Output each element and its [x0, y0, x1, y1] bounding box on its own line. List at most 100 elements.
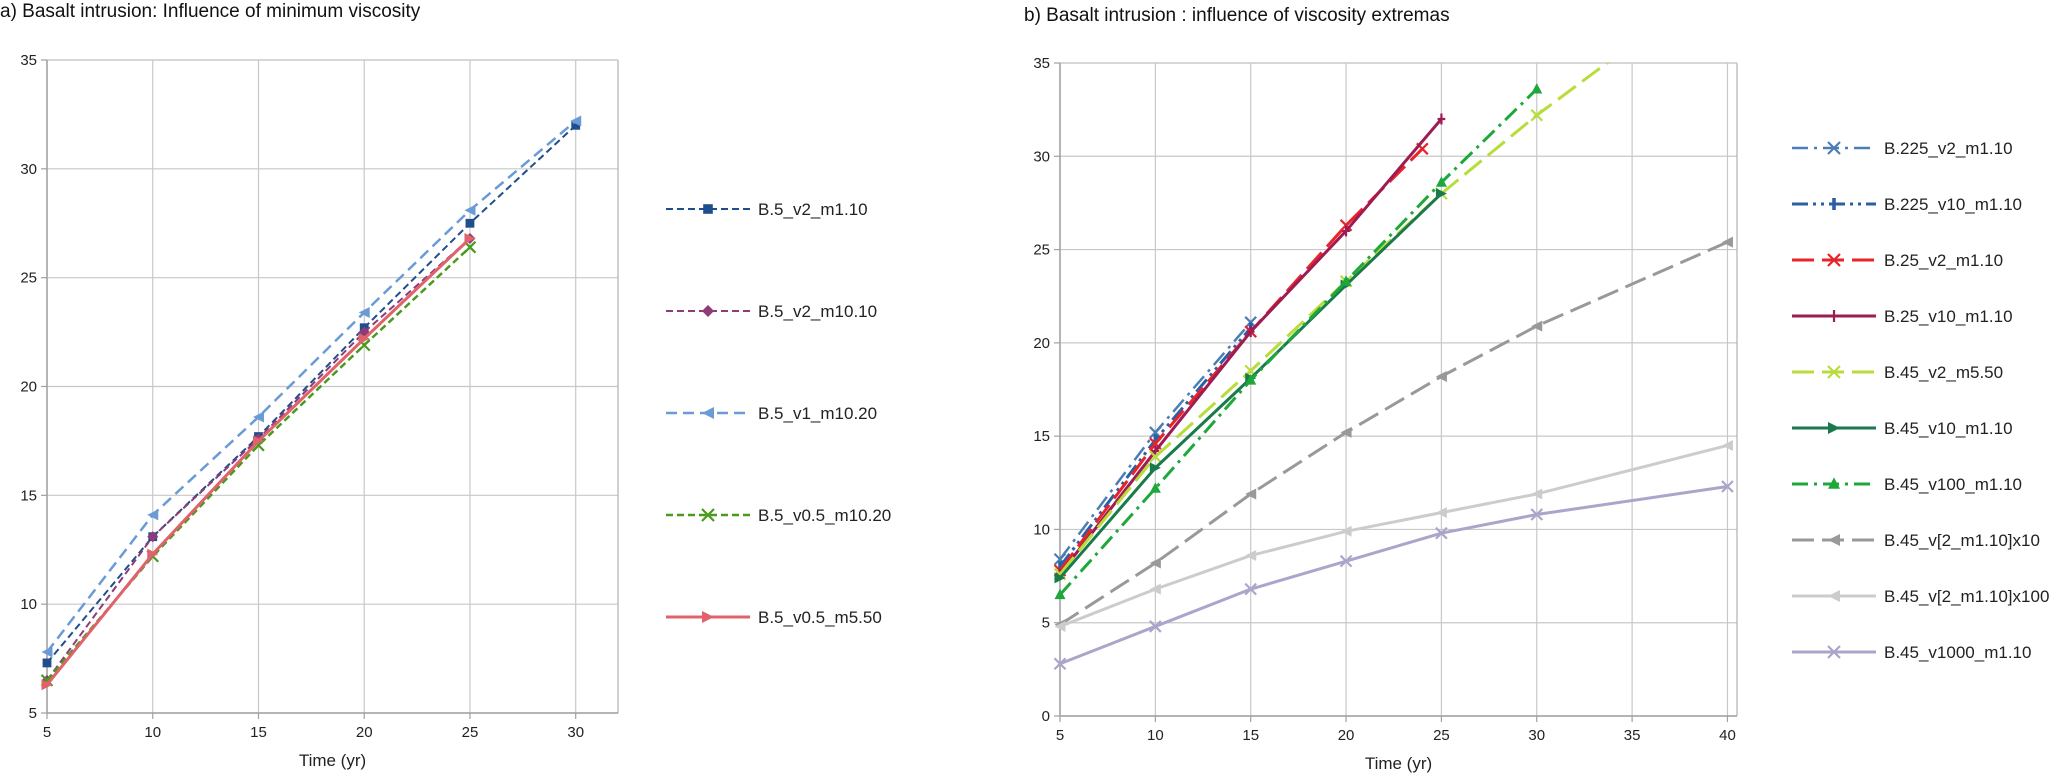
data-point-b-25-v10-m1-10 [1342, 225, 1350, 237]
data-point-b-5-v0-5-m5-50 [464, 232, 476, 244]
y-tick-label: 25 [1033, 242, 1050, 259]
data-point-b-225-v10-m1-10 [1153, 434, 1158, 446]
legend-swatch-marker [702, 611, 714, 623]
legend-label: B.45_v100_m1.10 [1884, 475, 2022, 494]
legend-swatch-marker [1828, 534, 1840, 546]
legend-label: B.5_v2_m1.10 [758, 200, 868, 219]
series-line-b-5-v1-m10-20 [46, 119, 577, 653]
legend-item-b-45-v-2-m1-10-x100: B.45_v[2_m1.10]x100 [1792, 587, 2049, 606]
series-b-5-v0-5-m5-50 [41, 232, 476, 691]
data-point-b-45-v-2-m1-10-x10 [1340, 426, 1352, 438]
legend-item-b-45-v10-m1-10: B.45_v10_m1.10 [1792, 419, 2013, 438]
data-point-b-45-v10-m1-10 [1435, 188, 1447, 200]
data-point-b-45-v100-m1-10 [1340, 275, 1352, 286]
data-point-b-45-v-2-m1-10-x10 [1149, 557, 1161, 569]
x-axis-label: Time (yr) [299, 751, 366, 770]
x-tick-label: 20 [1338, 727, 1355, 744]
legend-item-b-5-v0-5-m5-50: B.5_v0.5_m5.50 [666, 608, 882, 627]
legend: B.225_v2_m1.10 B.225_v10_m1.10 B.25_v2_m1.… [1792, 139, 2049, 662]
x-tick-label: 10 [144, 724, 161, 741]
chart-b-title: b) Basalt intrusion : influence of visco… [1024, 5, 1450, 26]
data-point-b-25-v10-m1-10 [1437, 113, 1446, 125]
y-tick-label: 35 [1033, 55, 1050, 72]
legend: B.5_v2_m1.10 B.5_v2_m10.10 B.5_v1_m10.20 B.… [666, 200, 891, 627]
data-point-b-45-v1000-m1-10 [1053, 657, 1067, 671]
legend-label: B.5_v0.5_m5.50 [758, 608, 882, 627]
data-point-b-45-v1000-m1-10 [1244, 582, 1257, 596]
data-point-b-5-v2-m1-10 [465, 218, 475, 228]
series-b-45-v1000-m1-10 [1053, 480, 1734, 671]
legend-item-b-225-v2-m1-10: B.225_v2_m1.10 [1792, 139, 2013, 158]
series-line-b-25-v2-m1-10 [1058, 147, 1424, 572]
x-axis-label: Time (yr) [1365, 754, 1432, 773]
data-point-b-45-v1000-m1-10 [1721, 480, 1734, 493]
data-point-b-5-v1-m10-20 [252, 411, 264, 423]
series-line-b-5-v0-5-m10-20 [46, 246, 471, 682]
legend-item-b-225-v10-m1-10: B.225_v10_m1.10 [1792, 195, 2022, 214]
chart-a: a) Basalt intrusion: Influence of minimu… [0, 1, 891, 770]
legend-swatch-marker [701, 508, 715, 522]
data-point-b-45-v-2-m1-10-x100 [1149, 583, 1161, 595]
data-point-b-5-v1-m10-20 [147, 509, 159, 521]
data-point-b-45-v10-m1-10 [1054, 572, 1066, 584]
y-tick-label: 30 [20, 161, 37, 178]
legend-label: B.5_v2_m10.10 [758, 302, 877, 321]
legend-swatch-marker [702, 407, 714, 419]
y-tick-label: 20 [1033, 335, 1050, 352]
data-point-b-5-v0-5-m5-50 [41, 679, 53, 691]
legend-label: B.225_v2_m1.10 [1884, 139, 2013, 158]
data-point-b-25-v10-m1-10 [1246, 326, 1255, 338]
legend-item-b-25-v10-m1-10: B.25_v10_m1.10 [1792, 307, 2013, 326]
legend-swatch-marker [1828, 590, 1840, 602]
legend-swatch-marker [1827, 141, 1841, 155]
series-line-b-45-v1000-m1-10 [1059, 485, 1728, 666]
y-tick-label: 20 [20, 379, 37, 396]
data-point-b-5-v1-m10-20 [464, 204, 476, 216]
legend-item-b-45-v-2-m1-10-x10: B.45_v[2_m1.10]x10 [1792, 531, 2040, 550]
x-tick-label: 15 [250, 724, 267, 741]
legend-item-b-5-v1-m10-20: B.5_v1_m10.20 [666, 404, 877, 423]
data-point-b-5-v1-m10-20 [570, 115, 582, 127]
data-point-b-45-v2-m5-50 [1530, 108, 1544, 122]
y-tick-label: 30 [1033, 148, 1050, 165]
data-point-b-45-v-2-m1-10-x10 [1721, 236, 1733, 248]
legend-item-b-5-v2-m1-10: B.5_v2_m1.10 [666, 200, 868, 219]
legend-label: B.5_v0.5_m10.20 [758, 506, 891, 525]
data-point-b-5-v1-m10-20 [358, 306, 370, 318]
series-b-45-v-2-m1-10-x100 [1054, 439, 1733, 632]
legend-swatch-marker [1828, 477, 1840, 489]
legend-swatch-marker [1827, 645, 1841, 659]
data-point-b-45-v-2-m1-10-x100 [1245, 550, 1257, 562]
data-point-b-45-v10-m1-10 [1149, 462, 1161, 474]
legend-label: B.45_v10_m1.10 [1884, 419, 2013, 438]
legend-item-b-45-v2-m5-50: B.45_v2_m5.50 [1792, 363, 2003, 382]
data-point-b-45-v1000-m1-10 [1149, 620, 1162, 633]
data-point-b-45-v-2-m1-10-x100 [1531, 488, 1543, 500]
y-tick-label: 25 [20, 270, 37, 287]
legend-swatch-marker [1829, 310, 1839, 322]
x-tick-label: 5 [43, 724, 51, 741]
x-tick-label: 30 [567, 724, 584, 741]
data-point-b-5-v2-m1-10 [42, 658, 52, 668]
legend-label: B.45_v[2_m1.10]x100 [1884, 587, 2049, 606]
legend-label: B.45_v1000_m1.10 [1884, 643, 2031, 662]
y-tick-label: 10 [20, 596, 37, 613]
legend-swatch-marker [703, 204, 713, 214]
legend-swatch-marker [1832, 198, 1836, 210]
grid [1059, 62, 1737, 717]
y-tick-label: 15 [20, 487, 37, 504]
data-point-b-45-v100-m1-10 [1435, 176, 1447, 187]
data-point-b-45-v-2-m1-10-x100 [1435, 507, 1447, 519]
y-tick-label: 5 [1042, 615, 1050, 632]
data-point-b-5-v2-m10-10 [147, 531, 159, 543]
legend-item-b-45-v1000-m1-10: B.45_v1000_m1.10 [1792, 643, 2031, 662]
y-tick-label: 5 [29, 705, 37, 722]
legend-swatch-marker [1827, 253, 1841, 267]
y-tick-label: 35 [20, 52, 37, 69]
legend-label: B.5_v1_m10.20 [758, 404, 877, 423]
series-line-b-45-v100-m1-10 [1058, 88, 1538, 596]
data-point-b-45-v-2-m1-10-x100 [1721, 439, 1733, 451]
x-tick-label: 40 [1719, 727, 1736, 744]
plot-area [1053, 63, 1734, 671]
x-tick-label: 20 [356, 724, 373, 741]
